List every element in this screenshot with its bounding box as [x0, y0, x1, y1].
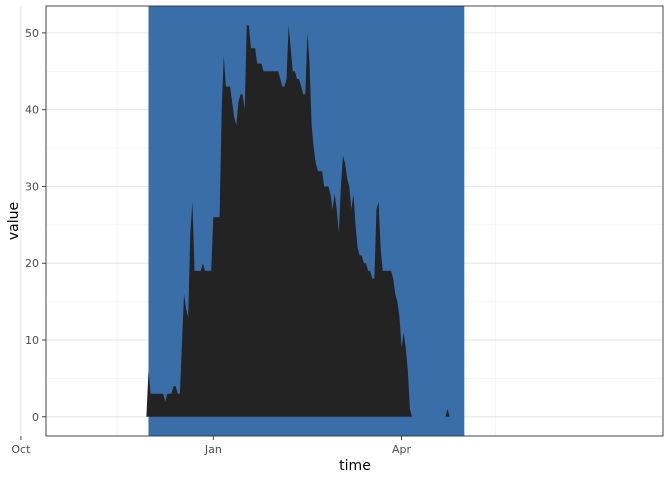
y-tick-label: 30 — [25, 180, 39, 193]
y-axis-title: value — [6, 202, 22, 240]
series-area — [146, 25, 450, 417]
x-tick-label: Jan — [204, 443, 222, 456]
y-tick-label: 40 — [25, 104, 39, 117]
y-axis: 0 10 20 30 40 50 — [25, 27, 46, 424]
x-tick-label: Apr — [392, 443, 412, 456]
panel-border — [45, 5, 664, 437]
x-tick-label: Oct — [11, 443, 31, 456]
y-tick-label: 20 — [25, 257, 39, 270]
y-tick-label: 0 — [32, 411, 39, 424]
y-tick-label: 10 — [25, 334, 39, 347]
y-tick-label: 50 — [25, 27, 39, 40]
x-axis-title: time — [339, 458, 371, 474]
x-axis: Oct Jan Apr — [11, 436, 412, 456]
